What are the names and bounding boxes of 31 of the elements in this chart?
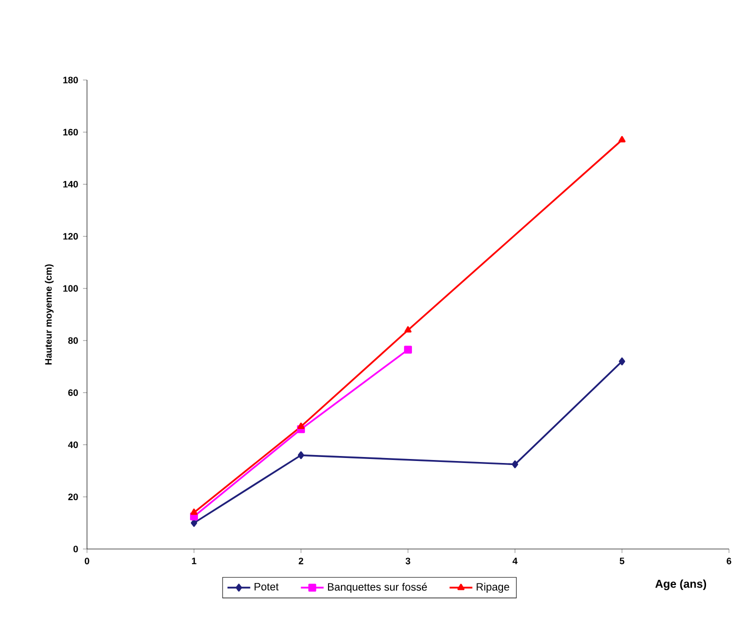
x-tick-label: 2 — [298, 558, 304, 564]
y-tick-label: 20 — [68, 494, 78, 500]
x-tick-label: 3 — [406, 558, 410, 564]
point — [297, 422, 305, 429]
x-tick-label: 0 — [84, 558, 90, 564]
y-tick-label: 60 — [68, 389, 78, 396]
y-tick-label: 120 — [63, 233, 78, 240]
x-tick-label: 6 — [726, 558, 732, 564]
y-tick-label: 0 — [73, 546, 78, 552]
point — [190, 519, 198, 527]
x-tick-label: 1 — [192, 558, 196, 564]
legend-label: Ripage — [476, 582, 510, 593]
y-axis-title: Hauteur moyenne (cm) — [44, 264, 54, 364]
x-tick-label: 4 — [512, 558, 518, 564]
point — [512, 460, 518, 468]
x-tick-label: 5 — [620, 558, 624, 564]
y-tick-label: 80 — [68, 337, 78, 344]
legend-label: Banquettes sur fossé — [328, 582, 427, 593]
y-tick-label: 100 — [63, 285, 78, 292]
point — [190, 508, 198, 515]
y-tick-label: 40 — [68, 441, 78, 448]
point — [404, 326, 412, 333]
y-tick-label: 180 — [63, 76, 78, 84]
point — [618, 136, 626, 142]
x-axis-title: Age (ans) — [655, 579, 706, 590]
y-tick-label: 160 — [63, 128, 78, 136]
legend-label: Potet — [254, 582, 279, 590]
y-tick-label: 140 — [63, 180, 78, 188]
point — [298, 451, 304, 460]
point — [618, 357, 626, 366]
point — [404, 346, 412, 354]
